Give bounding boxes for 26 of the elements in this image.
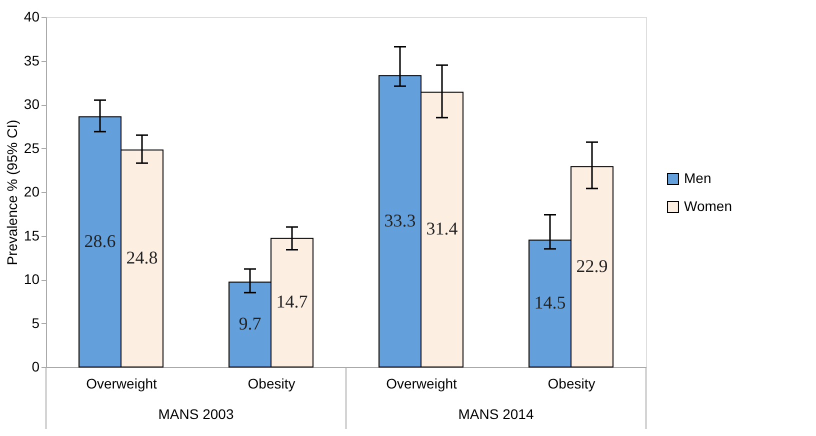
y-tick-label: 0	[32, 358, 40, 374]
y-tick-label: 40	[24, 8, 40, 24]
y-tick-label: 10	[24, 271, 40, 287]
x-tick-label: Obesity	[548, 376, 596, 392]
text: MANS 2014	[458, 406, 534, 422]
y-tick-label: 20	[24, 184, 40, 200]
data-label: 14.7	[276, 292, 308, 312]
y-axis-title: Prevalence % (95% CI)	[4, 120, 20, 266]
y-tick-label: 30	[24, 96, 40, 112]
data-label: 28.6	[84, 230, 116, 251]
data-label: 9.7	[238, 314, 262, 334]
y-tick-label: 5	[32, 314, 40, 331]
data-label: 24.8	[126, 248, 158, 268]
y-tick-label: 15	[24, 227, 40, 244]
x-tick-label: Overweight	[386, 376, 458, 392]
x-tick-label: Obesity	[248, 376, 296, 392]
data-label: 31.4	[426, 218, 458, 239]
text: MANS 2003	[158, 406, 234, 422]
legend-label: Men	[684, 170, 712, 186]
x-tick-label: Overweight	[86, 376, 158, 392]
y-tick-label: 35	[24, 52, 40, 68]
y-tick-label: 25	[24, 140, 40, 156]
data-label: 22.9	[576, 256, 608, 276]
data-label: 14.5	[534, 292, 566, 313]
data-label: 33.3	[384, 210, 416, 230]
legend-label: Women	[684, 198, 732, 214]
